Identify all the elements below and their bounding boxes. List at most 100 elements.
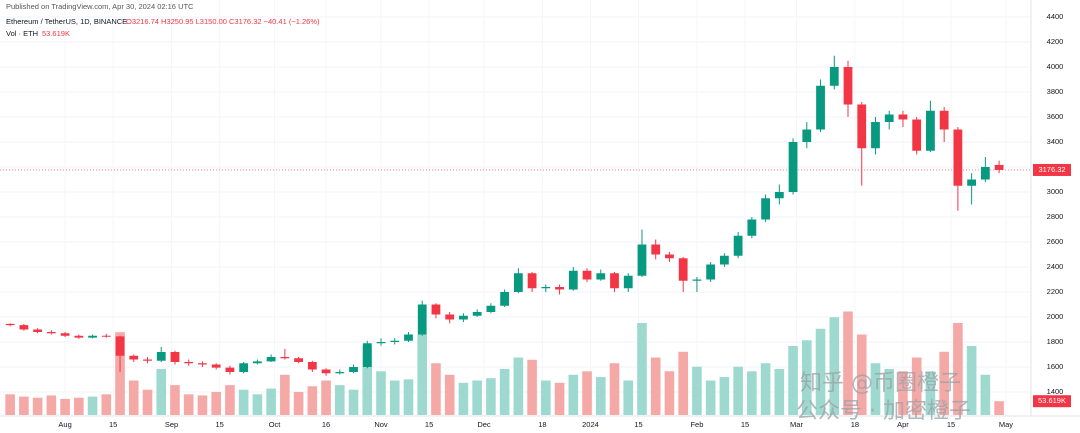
- volume-bar: [513, 357, 524, 415]
- candle-body: [843, 67, 853, 105]
- x-tick-label: 2024: [582, 420, 599, 429]
- candle-body: [857, 104, 867, 149]
- candle-body: [774, 192, 784, 199]
- volume-bar: [541, 380, 551, 415]
- volume-bar: [609, 363, 620, 415]
- volume-bar: [898, 371, 908, 415]
- volume-bar: [664, 371, 675, 415]
- candle-body: [349, 367, 358, 372]
- candle-body: [362, 343, 372, 367]
- candle-body: [101, 335, 111, 337]
- last-volume-label: 53.619K: [1038, 396, 1066, 405]
- x-tick-label: 18: [538, 420, 546, 429]
- candle-body: [19, 325, 29, 330]
- volume-bar: [307, 386, 318, 415]
- candle-body: [486, 305, 496, 312]
- volume-bar: [966, 346, 977, 415]
- candle-body: [816, 85, 825, 130]
- volume-bar: [156, 369, 167, 415]
- candle-body: [239, 363, 249, 372]
- volume-bar: [595, 377, 606, 415]
- volume-bar: [911, 357, 922, 415]
- volume-bar: [170, 385, 180, 415]
- candle-body: [568, 270, 578, 290]
- volume-bar: [197, 395, 208, 415]
- candle-body: [211, 364, 221, 368]
- candle-body: [967, 179, 977, 186]
- candles: [5, 55, 1004, 376]
- candle-body: [610, 273, 619, 289]
- candle-body: [472, 312, 482, 316]
- candle-body: [33, 329, 43, 332]
- candle-body: [252, 361, 262, 364]
- x-tick-label: Apr: [897, 420, 909, 429]
- candle-body: [143, 359, 152, 361]
- volume-bar: [238, 389, 249, 415]
- candle-body: [541, 287, 551, 289]
- candle-body: [747, 219, 757, 236]
- candle-body: [129, 355, 139, 360]
- volume-bar: [348, 389, 359, 415]
- volume-bar: [266, 388, 276, 415]
- candle-body: [46, 332, 56, 334]
- candle-body: [198, 363, 207, 365]
- candle-body: [555, 287, 564, 290]
- candle-body: [651, 244, 661, 255]
- volume-bar: [472, 380, 482, 415]
- candle-body: [280, 357, 290, 359]
- volume-bar: [994, 401, 1004, 415]
- candle-body: [459, 315, 468, 320]
- y-tick-label: 2600: [1047, 237, 1064, 246]
- volume-bar: [431, 363, 441, 415]
- volume-bar: [870, 363, 881, 415]
- x-tick-label: 15: [425, 420, 433, 429]
- x-tick-label: May: [999, 420, 1013, 429]
- labels: 1400160018002000220024002600280030003200…: [58, 12, 1071, 429]
- volume-bar: [60, 398, 70, 415]
- volume-bar: [733, 366, 743, 415]
- volume-bar: [843, 311, 853, 415]
- volume-bar: [225, 385, 235, 415]
- candle-body: [513, 273, 523, 292]
- candle-body: [994, 164, 1004, 170]
- volume-bar: [403, 379, 414, 415]
- candle-body: [637, 244, 647, 276]
- volume-bars: [5, 311, 1004, 415]
- ohlc: O3216.74 H3250.95 L3150.00 C3176.32 −40.…: [126, 17, 320, 26]
- volume-bar: [321, 380, 331, 415]
- candle-body: [527, 273, 537, 289]
- volume-bar: [486, 378, 496, 415]
- volume-bar: [925, 371, 936, 415]
- candle-body: [115, 336, 125, 356]
- candle-body: [294, 358, 303, 362]
- candle-body: [678, 258, 688, 281]
- volume-bar: [705, 380, 716, 415]
- y-tick-label: 1600: [1047, 362, 1064, 371]
- published: Published on TradingView.com, Apr 30, 20…: [6, 2, 194, 11]
- watermark: 知乎 @币圈橙子: [800, 371, 961, 396]
- candle-body: [953, 129, 963, 186]
- volume-bar: [719, 377, 730, 415]
- volume-bar: [417, 334, 428, 415]
- candle-body: [884, 114, 894, 122]
- candle-body: [706, 264, 716, 280]
- x-tick-label: Feb: [690, 420, 703, 429]
- x-tick-label: 15: [215, 420, 223, 429]
- volume-bar: [183, 394, 194, 415]
- candle-body: [376, 342, 386, 344]
- candle-body: [417, 304, 427, 335]
- candle-body: [390, 340, 400, 342]
- candle-body: [733, 235, 743, 256]
- y-tick-label: 3600: [1047, 112, 1064, 121]
- volume-bar: [458, 382, 469, 415]
- volume-bar: [760, 363, 771, 415]
- y-tick-label: 3800: [1047, 87, 1064, 96]
- volume-bar: [115, 332, 125, 415]
- candle-body: [60, 333, 70, 336]
- volume-bar: [444, 374, 455, 415]
- candle-body: [431, 304, 441, 315]
- y-tick-label: 1800: [1047, 337, 1064, 346]
- volume-bar: [980, 374, 991, 415]
- candle-body: [980, 167, 990, 180]
- volume-bar: [74, 397, 84, 415]
